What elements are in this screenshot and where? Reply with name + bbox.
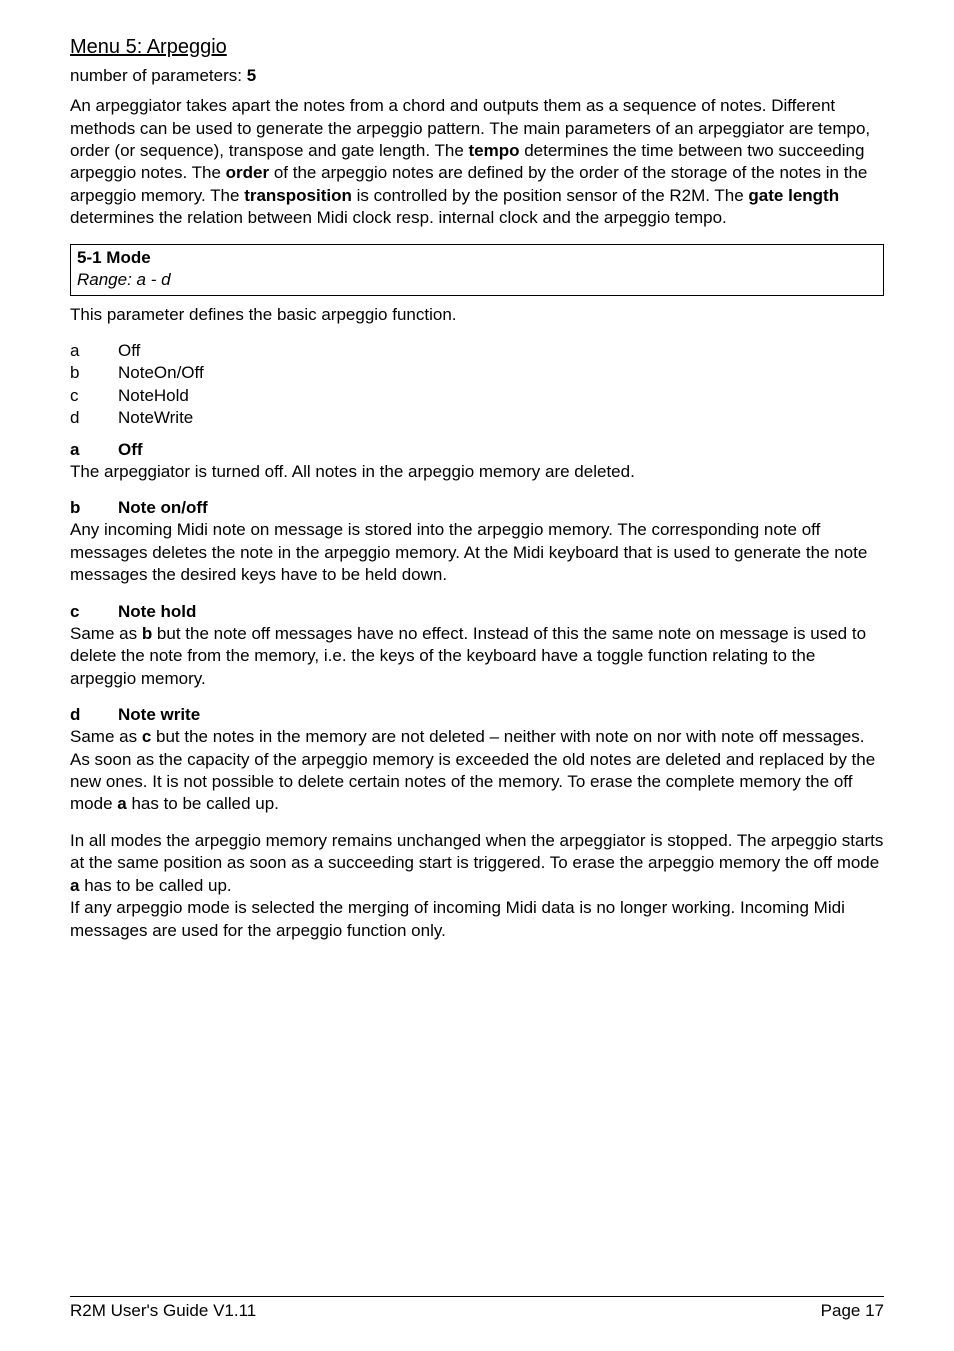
section-heading-d: d Note write [70,704,884,726]
section-key: c [70,601,118,623]
option-value: NoteWrite [118,407,193,429]
option-value: NoteHold [118,385,189,407]
option-key: c [70,385,118,407]
param-count-value: 5 [247,66,256,85]
section-body-c: Same as b but the note off messages have… [70,623,884,690]
list-item: b NoteOn/Off [70,362,884,384]
section-heading-c: c Note hold [70,601,884,623]
option-key: b [70,362,118,384]
section-body-a: The arpeggiator is turned off. All notes… [70,461,884,483]
section-heading-a: a Off [70,439,884,461]
option-key: a [70,340,118,362]
section-title: Note hold [118,601,196,623]
list-item: c NoteHold [70,385,884,407]
footer-right: Page 17 [821,1301,884,1321]
section-key: b [70,497,118,519]
section-body-b: Any incoming Midi note on message is sto… [70,519,884,586]
option-value: NoteOn/Off [118,362,204,384]
section-heading-b: b Note on/off [70,497,884,519]
parameter-box: 5-1 Mode Range: a - d [70,244,884,296]
section-title: Note on/off [118,497,208,519]
section-key: a [70,439,118,461]
parameter-box-range: Range: a - d [77,269,877,291]
param-count-line: number of parameters: 5 [70,65,884,87]
footer-left: R2M User's Guide V1.11 [70,1301,256,1321]
option-value: Off [118,340,140,362]
page-footer: R2M User's Guide V1.11 Page 17 [70,1296,884,1321]
list-item: a Off [70,340,884,362]
parameter-box-title: 5-1 Mode [77,247,877,269]
section-title: Off [118,439,143,461]
intro-paragraph: An arpeggiator takes apart the notes fro… [70,95,884,230]
page-heading: Menu 5: Arpeggio [70,36,884,59]
section-body-d: Same as c but the notes in the memory ar… [70,726,884,816]
parameter-notice: This parameter defines the basic arpeggi… [70,304,884,326]
param-count-label: number of parameters: [70,66,247,85]
option-key: d [70,407,118,429]
list-item: d NoteWrite [70,407,884,429]
section-key: d [70,704,118,726]
closing-paragraph: In all modes the arpeggio memory remains… [70,830,884,942]
section-title: Note write [118,704,200,726]
option-list: a Off b NoteOn/Off c NoteHold d NoteWrit… [70,340,884,428]
